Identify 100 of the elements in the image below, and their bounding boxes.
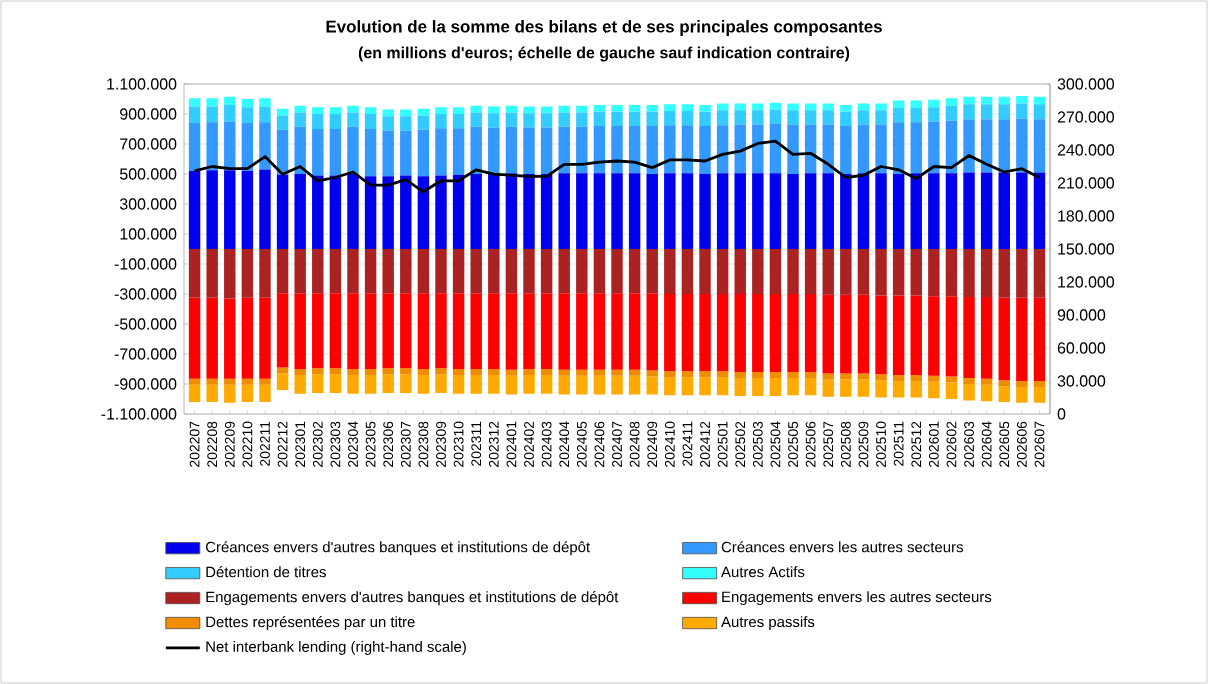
bar (857, 110, 870, 125)
bar (576, 369, 588, 376)
bar (576, 375, 588, 395)
bar (628, 111, 641, 126)
bar (892, 295, 905, 375)
bar (752, 377, 764, 396)
bar (980, 96, 993, 105)
bar (611, 375, 623, 395)
bar (980, 384, 993, 402)
bar (593, 369, 606, 376)
bar (188, 384, 201, 402)
bar (452, 174, 465, 249)
bar (804, 293, 817, 372)
bar (435, 107, 447, 114)
bar (224, 104, 236, 122)
bar (787, 248, 799, 294)
bar (523, 174, 535, 249)
bar (945, 98, 958, 106)
bar (875, 110, 887, 125)
bar (1033, 386, 1046, 403)
bar (875, 380, 887, 398)
bar (646, 126, 658, 174)
bar (452, 107, 465, 114)
bar (699, 377, 711, 396)
bar (875, 124, 887, 174)
bar (664, 111, 676, 126)
bar (241, 107, 254, 123)
bar (224, 96, 236, 105)
bar (716, 377, 729, 396)
bar (558, 369, 570, 376)
bar (417, 115, 430, 130)
bar (910, 380, 922, 398)
bar (400, 116, 412, 131)
bar (329, 293, 342, 369)
bar (523, 127, 535, 174)
bar (857, 379, 870, 397)
bar (435, 175, 447, 249)
bar (188, 123, 201, 171)
bar (699, 248, 711, 294)
bar (505, 173, 518, 249)
bar (540, 174, 553, 249)
bar (276, 373, 289, 390)
bar (188, 171, 201, 249)
bar (329, 114, 342, 129)
bar (804, 173, 817, 249)
bar (804, 377, 817, 396)
bar (822, 110, 834, 125)
bar (259, 384, 271, 402)
bar (769, 371, 782, 378)
bar (769, 109, 782, 124)
bar (452, 374, 465, 394)
bar (734, 110, 746, 125)
bar (611, 369, 623, 376)
bar (1033, 172, 1046, 249)
bar (892, 248, 905, 296)
bar (540, 106, 553, 114)
bar (523, 368, 535, 375)
bar (206, 122, 218, 171)
bar (329, 374, 342, 393)
bar (558, 248, 570, 294)
bar (892, 380, 905, 398)
bar (1033, 96, 1046, 105)
bar (928, 248, 940, 297)
bar (945, 173, 958, 249)
bar (364, 107, 377, 114)
bar (910, 295, 922, 375)
bar (1033, 297, 1046, 381)
bar (259, 98, 271, 107)
bar (664, 377, 676, 396)
bar (576, 173, 588, 249)
bar (928, 381, 940, 399)
bar (312, 129, 324, 176)
bar (540, 368, 553, 375)
bar (206, 378, 218, 385)
bar (681, 104, 694, 111)
bar (945, 376, 958, 383)
bar (505, 112, 518, 127)
bar (646, 174, 658, 249)
bar (382, 116, 394, 131)
bar (664, 125, 676, 174)
bar (558, 126, 570, 174)
bar (347, 248, 359, 294)
bar (769, 173, 782, 249)
bar (787, 377, 799, 396)
bar (910, 374, 922, 381)
bar (840, 294, 852, 374)
bar (716, 125, 729, 174)
bar (664, 173, 676, 249)
bar (523, 113, 535, 128)
bar (822, 103, 834, 111)
bar (664, 104, 676, 111)
bar (452, 128, 465, 175)
bar (206, 106, 218, 123)
bar (699, 126, 711, 174)
bar (980, 172, 993, 249)
bar (241, 123, 254, 171)
bar (593, 126, 606, 174)
bar (681, 371, 694, 378)
bar (505, 293, 518, 370)
bar (892, 100, 905, 108)
